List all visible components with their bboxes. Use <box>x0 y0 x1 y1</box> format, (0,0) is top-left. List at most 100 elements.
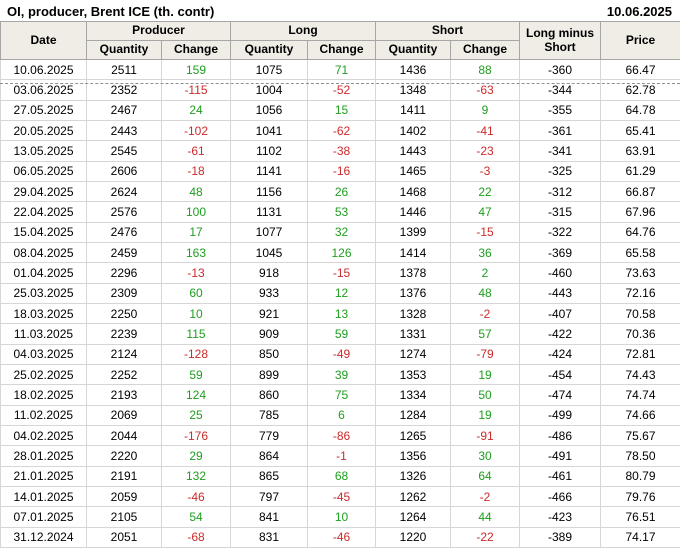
long-change-cell[interactable]: -45 <box>306 485 377 508</box>
long-minus-short-cell[interactable]: -344 <box>519 79 602 101</box>
long-change-cell[interactable]: -86 <box>306 424 377 447</box>
long-minus-short-cell[interactable]: -341 <box>519 140 602 162</box>
producer-quantity-cell[interactable]: 2606 <box>86 160 162 182</box>
long-change-cell[interactable]: 32 <box>306 221 377 243</box>
producer-quantity-cell[interactable]: 2051 <box>86 526 162 548</box>
long-minus-short-cell[interactable]: -443 <box>519 282 602 304</box>
short-quantity-cell[interactable]: 1465 <box>375 160 452 182</box>
price-cell[interactable]: 75.67 <box>600 424 680 447</box>
price-cell[interactable]: 65.58 <box>600 241 680 264</box>
short-quantity-cell[interactable]: 1353 <box>375 363 452 386</box>
short-change-cell[interactable]: 36 <box>450 241 521 264</box>
date-cell[interactable]: 15.04.2025 <box>0 221 87 243</box>
date-cell[interactable]: 25.03.2025 <box>0 282 87 304</box>
price-cell[interactable]: 70.36 <box>600 323 680 345</box>
producer-quantity-cell[interactable]: 2352 <box>86 79 162 101</box>
long-minus-short-cell[interactable]: -422 <box>519 323 602 345</box>
date-cell[interactable]: 25.02.2025 <box>0 363 87 386</box>
long-minus-short-cell[interactable]: -499 <box>519 404 602 426</box>
long-change-cell[interactable]: 71 <box>306 58 377 81</box>
long-change-cell[interactable]: -62 <box>306 119 377 142</box>
price-cell[interactable]: 74.66 <box>600 404 680 426</box>
short-change-cell[interactable]: 2 <box>450 262 521 284</box>
long-quantity-cell[interactable]: 1102 <box>230 140 308 162</box>
date-cell[interactable]: 13.05.2025 <box>0 140 87 162</box>
short-change-cell[interactable]: -22 <box>450 526 521 548</box>
producer-change-cell[interactable]: 17 <box>161 221 231 243</box>
long-quantity-cell[interactable]: 1077 <box>230 221 308 243</box>
long-minus-short-cell[interactable]: -424 <box>519 343 602 365</box>
long-change-cell[interactable]: 39 <box>306 363 377 386</box>
producer-quantity-cell[interactable]: 2250 <box>86 302 162 325</box>
date-cell[interactable]: 31.12.2024 <box>0 526 87 548</box>
long-quantity-cell[interactable]: 1056 <box>230 99 308 121</box>
producer-change-cell[interactable]: 100 <box>161 201 231 223</box>
date-cell[interactable]: 07.01.2025 <box>0 506 87 528</box>
long-quantity-cell[interactable]: 850 <box>230 343 308 365</box>
short-change-cell[interactable]: -3 <box>450 160 521 182</box>
producer-quantity-cell[interactable]: 2239 <box>86 323 162 345</box>
producer-quantity-cell[interactable]: 2069 <box>86 404 162 426</box>
price-cell[interactable]: 64.76 <box>600 221 680 243</box>
long-quantity-cell[interactable]: 909 <box>230 323 308 345</box>
producer-quantity-cell[interactable]: 2467 <box>86 99 162 121</box>
producer-change-cell[interactable]: 124 <box>161 384 231 406</box>
short-quantity-cell[interactable]: 1402 <box>375 119 452 142</box>
producer-change-cell[interactable]: -61 <box>161 140 231 162</box>
long-change-cell[interactable]: -38 <box>306 140 377 162</box>
long-change-cell[interactable]: -15 <box>306 262 377 284</box>
short-quantity-cell[interactable]: 1348 <box>375 79 452 101</box>
long-minus-short-cell[interactable]: -466 <box>519 485 602 508</box>
date-cell[interactable]: 18.03.2025 <box>0 302 87 325</box>
long-minus-short-cell[interactable]: -389 <box>519 526 602 548</box>
producer-quantity-cell[interactable]: 2459 <box>86 241 162 264</box>
date-cell[interactable]: 18.02.2025 <box>0 384 87 406</box>
producer-quantity-cell[interactable]: 2511 <box>86 58 162 81</box>
producer-quantity-cell[interactable]: 2044 <box>86 424 162 447</box>
short-change-cell[interactable]: 19 <box>450 363 521 386</box>
long-quantity-cell[interactable]: 831 <box>230 526 308 548</box>
producer-change-cell[interactable]: 48 <box>161 180 231 203</box>
short-change-cell[interactable]: -79 <box>450 343 521 365</box>
long-minus-short-cell[interactable]: -461 <box>519 465 602 487</box>
price-cell[interactable]: 74.74 <box>600 384 680 406</box>
short-change-cell[interactable]: -23 <box>450 140 521 162</box>
price-cell[interactable]: 62.78 <box>600 79 680 101</box>
producer-quantity-cell[interactable]: 2124 <box>86 343 162 365</box>
long-minus-short-cell[interactable]: -491 <box>519 445 602 467</box>
short-quantity-cell[interactable]: 1284 <box>375 404 452 426</box>
long-change-cell[interactable]: 15 <box>306 99 377 121</box>
producer-quantity-cell[interactable]: 2105 <box>86 506 162 528</box>
producer-change-cell[interactable]: -176 <box>161 424 231 447</box>
price-cell[interactable]: 64.78 <box>600 99 680 121</box>
price-cell[interactable]: 73.63 <box>600 262 680 284</box>
short-quantity-cell[interactable]: 1411 <box>375 99 452 121</box>
price-cell[interactable]: 74.17 <box>600 526 680 548</box>
short-change-cell[interactable]: 19 <box>450 404 521 426</box>
date-cell[interactable]: 20.05.2025 <box>0 119 87 142</box>
long-change-cell[interactable]: 59 <box>306 323 377 345</box>
short-change-cell[interactable]: -41 <box>450 119 521 142</box>
long-minus-short-cell[interactable]: -407 <box>519 302 602 325</box>
short-quantity-cell[interactable]: 1378 <box>375 262 452 284</box>
producer-quantity-cell[interactable]: 2252 <box>86 363 162 386</box>
long-change-cell[interactable]: -46 <box>306 526 377 548</box>
date-cell[interactable]: 29.04.2025 <box>0 180 87 203</box>
long-quantity-cell[interactable]: 779 <box>230 424 308 447</box>
short-quantity-cell[interactable]: 1414 <box>375 241 452 264</box>
price-cell[interactable]: 79.76 <box>600 485 680 508</box>
short-change-cell[interactable]: 57 <box>450 323 521 345</box>
producer-change-cell[interactable]: 24 <box>161 99 231 121</box>
long-minus-short-cell[interactable]: -360 <box>519 58 602 81</box>
long-quantity-cell[interactable]: 918 <box>230 262 308 284</box>
producer-change-cell[interactable]: -13 <box>161 262 231 284</box>
long-change-cell[interactable]: 10 <box>306 506 377 528</box>
producer-quantity-cell[interactable]: 2545 <box>86 140 162 162</box>
short-change-cell[interactable]: 88 <box>450 58 521 81</box>
long-minus-short-cell[interactable]: -325 <box>519 160 602 182</box>
producer-quantity-cell[interactable]: 2191 <box>86 465 162 487</box>
long-minus-short-cell[interactable]: -369 <box>519 241 602 264</box>
date-cell[interactable]: 04.03.2025 <box>0 343 87 365</box>
short-change-cell[interactable]: 22 <box>450 180 521 203</box>
short-change-cell[interactable]: 50 <box>450 384 521 406</box>
